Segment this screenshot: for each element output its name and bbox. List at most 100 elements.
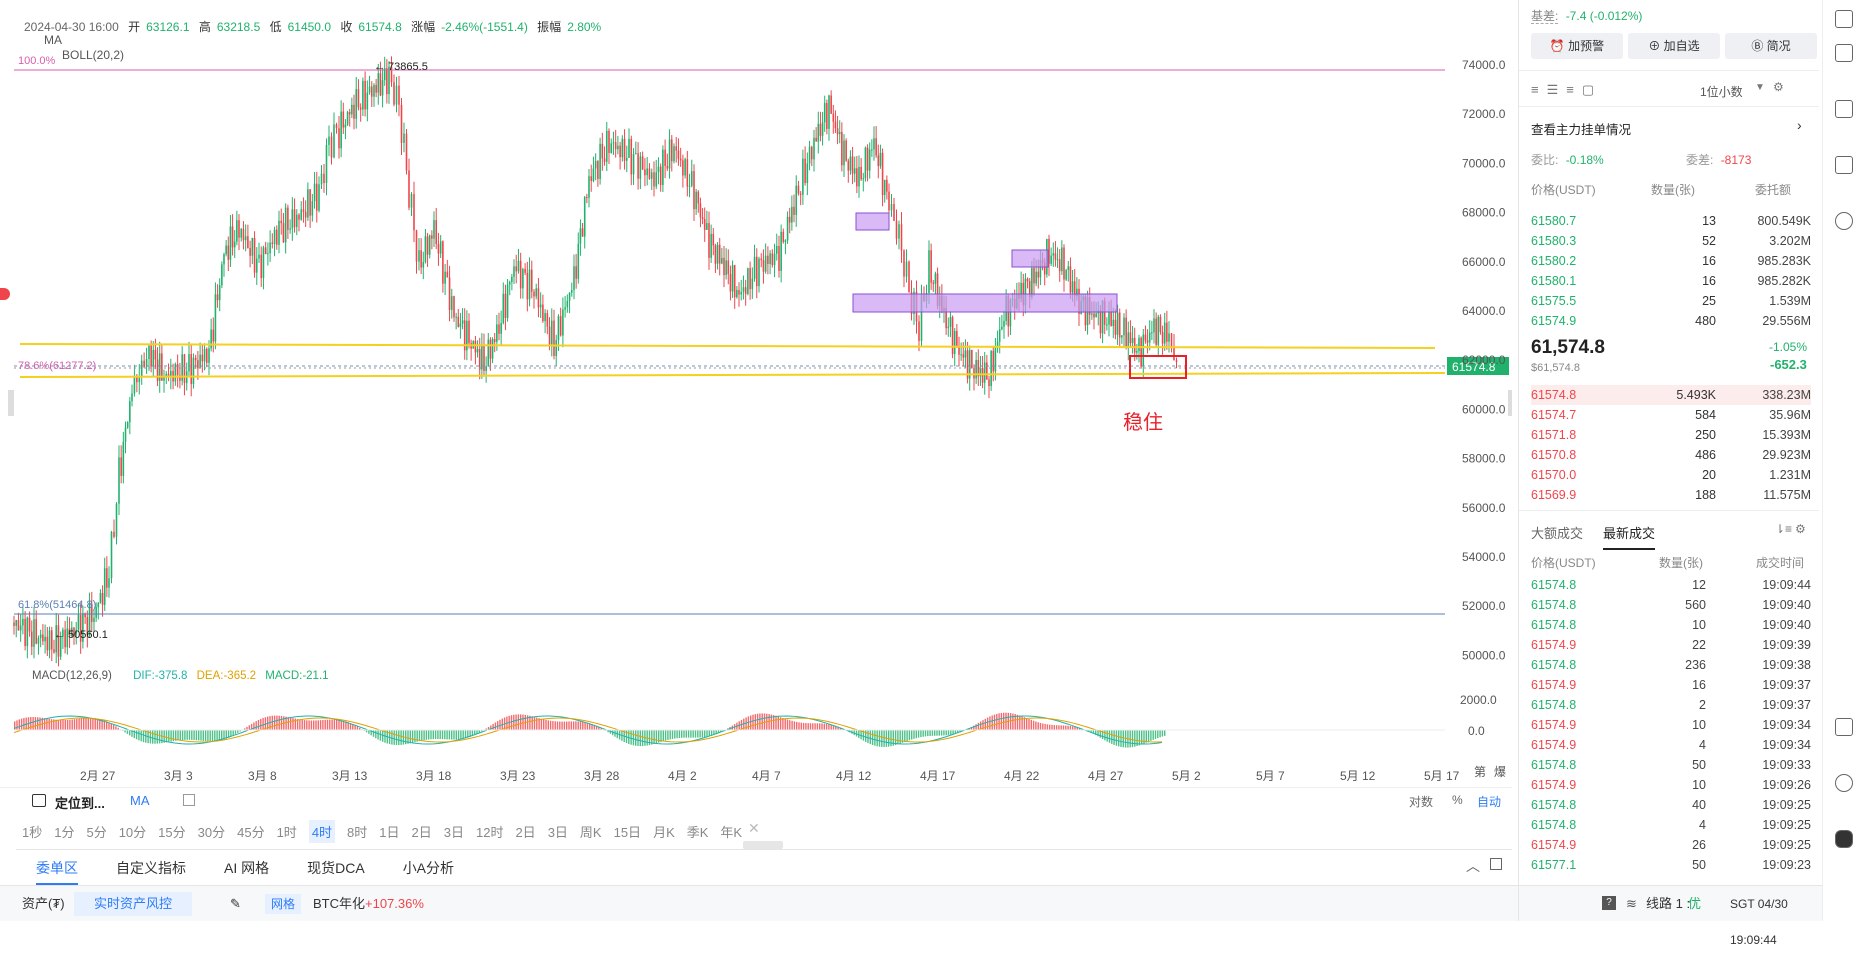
decimals-chevron-icon[interactable]: ▼	[1755, 82, 1765, 93]
macd-bar	[181, 730, 184, 741]
candle-body	[75, 629, 78, 635]
period-7[interactable]: 1时	[276, 825, 297, 840]
macd-bar	[759, 713, 761, 730]
bottom-tab-3[interactable]: 现货DCA	[307, 860, 365, 876]
period-13[interactable]: 12时	[475, 825, 504, 840]
orderbook-view-icons[interactable]: ≡☰≡▢	[1531, 82, 1603, 97]
period-16[interactable]: 周K	[579, 825, 602, 840]
add-alert-button[interactable]: ⏰ 加预警	[1531, 33, 1623, 59]
ask-row[interactable]: 61580.2 16 985.283K	[1531, 254, 1811, 268]
settings-icon[interactable]: ⚙	[1773, 80, 1784, 94]
period-3[interactable]: 10分	[118, 825, 147, 840]
decimals-select[interactable]: 1位小数	[1700, 85, 1743, 99]
period-6[interactable]: 45分	[237, 825, 265, 840]
locate-button[interactable]: 定位到...	[55, 796, 105, 811]
macd-bar	[356, 726, 359, 730]
x-corner-2[interactable]: 爆	[1494, 765, 1507, 779]
period-9[interactable]: 8时	[347, 825, 368, 840]
period-12[interactable]: 3日	[443, 825, 464, 840]
trade-tab-large[interactable]: 大额成交	[1531, 526, 1584, 541]
period-20[interactable]: 年K	[720, 825, 743, 840]
ma-indicator[interactable]: MA	[44, 33, 62, 47]
collapse-icon[interactable]: ︿	[1466, 858, 1480, 874]
trade-tab-latest[interactable]: 最新成交	[1603, 523, 1656, 550]
doc-icon[interactable]	[1835, 10, 1853, 28]
boll-indicator[interactable]: BOLL(20,2)	[62, 48, 125, 62]
swap-icon[interactable]	[1835, 212, 1853, 230]
chevron-right-icon[interactable]: ›	[1797, 117, 1802, 133]
headset-icon[interactable]	[1835, 774, 1853, 792]
trade-filter-icon[interactable]: ⇂≡	[1775, 522, 1793, 536]
bid-row[interactable]: 61571.8 250 15.393M	[1531, 428, 1811, 442]
log-toggle[interactable]: 对数	[1409, 795, 1434, 809]
bid-row[interactable]: 61570.0 20 1.231M	[1531, 468, 1811, 482]
panel-resize-handle[interactable]	[743, 841, 783, 849]
ma-toggle[interactable]: MA	[130, 793, 150, 808]
risk-button[interactable]: 实时资产风控	[74, 892, 193, 916]
bid-row[interactable]: 61574.8 5.493K 338.23M	[1531, 385, 1811, 405]
period-18[interactable]: 月K	[653, 825, 675, 840]
ask-row[interactable]: 61580.1 16 985.282K	[1531, 274, 1811, 288]
ob-col-qty[interactable]: 数量(张)	[1651, 183, 1695, 197]
period-10[interactable]: 1日	[379, 825, 400, 840]
period-4[interactable]: 15分	[158, 825, 186, 840]
expand-icon[interactable]	[1490, 858, 1502, 870]
trend-icon[interactable]	[1835, 100, 1853, 118]
low-value: 61450.0	[287, 20, 331, 34]
ask-row[interactable]: 61575.5 25 1.539M	[1531, 294, 1811, 308]
period-17[interactable]: 15日	[613, 825, 642, 840]
bid-row[interactable]: 61570.8 486 29.923M	[1531, 448, 1811, 462]
chart-icon[interactable]	[1835, 156, 1853, 174]
candle-body	[271, 242, 274, 244]
x-corner-1[interactable]: 第	[1474, 765, 1487, 779]
bid-row[interactable]: 61574.7 584 35.96M	[1531, 408, 1811, 422]
line-label[interactable]: 线路 1 :	[1646, 896, 1691, 911]
close-period-icon[interactable]: ✕	[748, 820, 760, 836]
bottom-tab-0[interactable]: 委单区	[36, 858, 78, 885]
bid-row[interactable]: 61569.9 188 11.575M	[1531, 488, 1811, 502]
period-15[interactable]: 3日	[547, 825, 568, 840]
ask-row[interactable]: 61580.3 52 3.202M	[1531, 234, 1811, 248]
bottom-tab-1[interactable]: 自定义指标	[116, 860, 186, 876]
ask-row[interactable]: 61580.7 13 800.549K	[1531, 214, 1811, 228]
y-tick-label: 64000.0	[1462, 304, 1506, 318]
macd-bar	[1074, 726, 1076, 730]
tr-col-qty[interactable]: 数量(张)	[1659, 556, 1703, 570]
brief-button[interactable]: Ⓑ 简况	[1725, 33, 1817, 59]
period-2[interactable]: 5分	[86, 825, 107, 840]
candle-body	[17, 620, 20, 631]
dollar-icon[interactable]	[1835, 44, 1853, 62]
calendar-icon[interactable]	[32, 794, 46, 807]
candle-body	[535, 288, 538, 297]
price-chart[interactable]: 61574.8 74000.0 72000.0 70000.0 68000.0 6600…	[0, 0, 1512, 790]
period-5[interactable]: 30分	[197, 825, 226, 840]
period-14[interactable]: 2日	[515, 825, 536, 840]
add-favorite-button[interactable]: ⊕ 加自选	[1628, 33, 1720, 59]
candle-body	[282, 223, 285, 243]
ask-row[interactable]: 61574.9 480 29.556M	[1531, 314, 1811, 328]
auto-toggle[interactable]: 自动	[1477, 795, 1502, 809]
macd-label[interactable]: MACD(12,26,9)	[32, 670, 112, 682]
period-19[interactable]: 季K	[686, 825, 709, 840]
macd-bar	[140, 730, 142, 742]
edit-icon[interactable]	[183, 794, 195, 806]
layout-icon[interactable]	[1835, 718, 1853, 736]
grid-badge[interactable]: 网格	[265, 894, 302, 914]
period-11[interactable]: 2日	[411, 825, 432, 840]
pct-toggle[interactable]: %	[1452, 793, 1463, 807]
ob-col-total[interactable]: 委托额	[1755, 183, 1792, 197]
pencil-icon[interactable]: ✎	[230, 896, 241, 911]
trade-settings-icon[interactable]: ⚙	[1795, 522, 1806, 536]
bot-icon[interactable]	[1835, 830, 1853, 848]
bottom-tab-4[interactable]: 小A分析	[402, 860, 455, 876]
candle-body	[1148, 332, 1151, 343]
macd-bar	[706, 730, 708, 737]
depth-link[interactable]: 查看主力挂单情况	[1531, 123, 1632, 137]
help-icon[interactable]: ?	[1602, 896, 1616, 910]
period-1[interactable]: 1分	[54, 825, 75, 840]
period-0[interactable]: 1秒	[22, 825, 43, 840]
macd-bar	[103, 720, 106, 730]
period-8[interactable]: 4时	[308, 820, 336, 843]
bottom-tab-2[interactable]: AI 网格	[224, 860, 270, 876]
asset-label[interactable]: 资产(₮)	[22, 896, 65, 911]
